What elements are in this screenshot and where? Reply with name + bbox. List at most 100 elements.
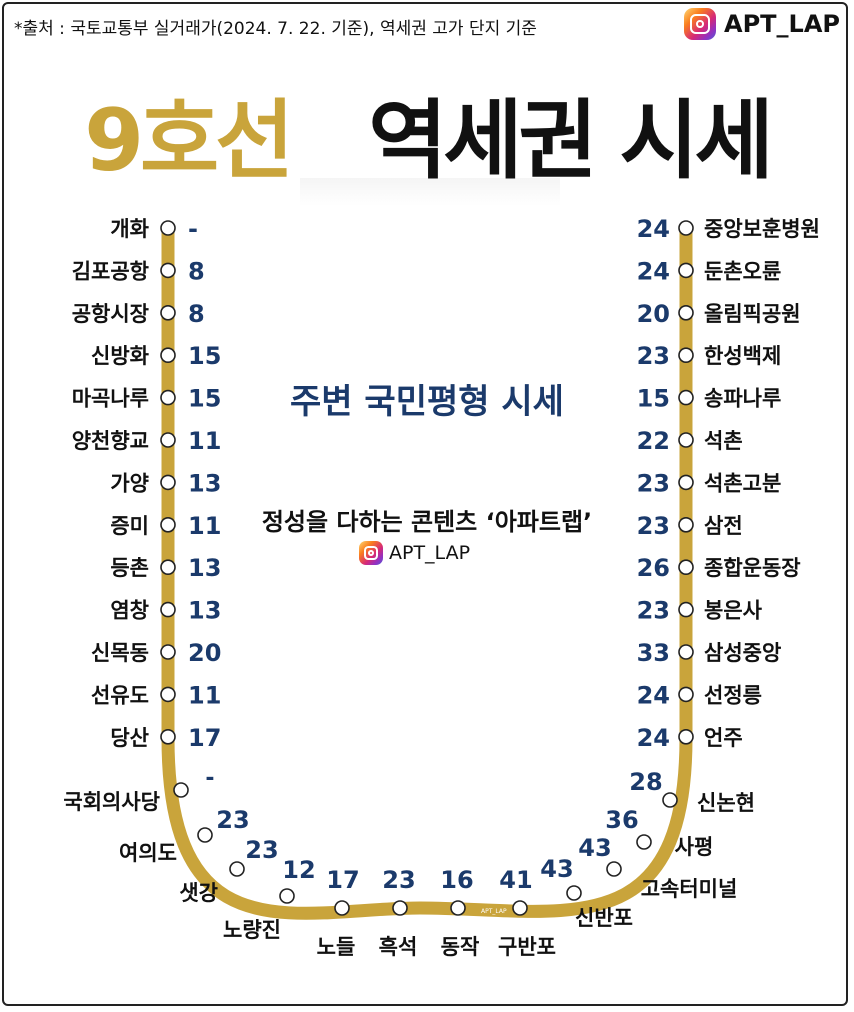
station-price: 8	[188, 300, 205, 328]
station-dot	[678, 347, 694, 364]
station-price: 15	[188, 385, 221, 413]
station-dot	[678, 220, 694, 236]
station-price: 16	[440, 866, 473, 894]
station-name: 노들	[317, 935, 356, 959]
station-price: 11	[188, 427, 221, 455]
station-name: 석촌	[704, 429, 743, 453]
station-price: 33	[637, 639, 670, 667]
station-price: 11	[188, 681, 221, 709]
station-dot	[512, 900, 528, 916]
station-dot	[160, 304, 176, 321]
station-dot	[160, 474, 176, 491]
station-name: 사평	[675, 835, 714, 859]
station-name: 선정릉	[704, 683, 762, 707]
title-rest: 역세권 시세	[368, 91, 774, 191]
source-note: *출처 : 국토교통부 실거래가(2024. 7. 22. 기준), 역세권 고…	[14, 19, 537, 39]
page-title: 9호선 역세권 시세	[0, 70, 854, 195]
station-name: 여의도	[119, 841, 177, 865]
station-dot	[160, 262, 176, 279]
station-name: 샛강	[179, 881, 218, 905]
station-name: 종합운동장	[704, 556, 801, 580]
station-price: 28	[629, 768, 662, 796]
station-price: 13	[188, 554, 221, 582]
station-name: 동작	[441, 935, 480, 959]
station-price: 15	[188, 342, 221, 370]
station-name: 신논현	[697, 791, 755, 815]
station-price: 17	[188, 724, 221, 752]
instagram-icon	[684, 8, 716, 40]
center-subtitle: 정성을 다하는 콘텐츠 ‘아파트랩’	[261, 508, 593, 536]
station-dot	[678, 389, 694, 406]
station-dot	[229, 861, 245, 877]
station-dot	[160, 559, 176, 576]
title-reflection	[300, 178, 560, 206]
station-dot	[279, 888, 295, 904]
station-name: 구반포	[498, 935, 556, 959]
station-name: 양천향교	[72, 429, 149, 453]
title-line-number: 9호선	[84, 91, 294, 191]
station-name: 신목동	[91, 641, 149, 665]
station-dot	[678, 559, 694, 576]
station-price: 43	[540, 855, 573, 883]
station-name: 봉은사	[704, 599, 763, 623]
station-price: 41	[499, 866, 532, 894]
center-brand[interactable]: APT_LAP	[359, 541, 470, 565]
station-price: 23	[245, 836, 278, 864]
station-name: 염창	[110, 599, 149, 623]
station-name: 선유도	[91, 683, 149, 707]
station-dot	[636, 834, 652, 850]
station-price: 11	[188, 512, 221, 540]
station-name: 둔촌오륜	[704, 259, 781, 283]
station-name: 올림픽공원	[704, 302, 801, 326]
station-price: 24	[637, 724, 670, 752]
station-dot	[678, 262, 694, 279]
station-dot	[678, 432, 694, 448]
station-name: 석촌고분	[704, 471, 781, 495]
station-price: 23	[637, 469, 670, 497]
station-price: 17	[326, 866, 359, 894]
station-dot	[392, 900, 408, 916]
station-dot	[678, 516, 694, 533]
station-price: 8	[188, 257, 205, 285]
line-track	[161, 221, 693, 920]
station-price: -	[205, 766, 214, 791]
station-dot	[678, 304, 694, 321]
station-name: 삼전	[704, 514, 743, 538]
station-name: 가양	[110, 471, 149, 495]
station-dot	[662, 792, 678, 808]
station-name: 흑석	[379, 935, 418, 959]
station-dot	[160, 347, 176, 364]
station-name: 당산	[110, 726, 149, 750]
brand-header[interactable]: APT_LAP	[684, 8, 840, 40]
station-price: 23	[382, 866, 415, 894]
station-name: 등촌	[110, 556, 149, 580]
station-dot	[160, 432, 176, 448]
station-name: 신방화	[91, 344, 150, 368]
station-price: 23	[637, 342, 670, 370]
station-name: 송파나루	[704, 387, 781, 411]
station-dot	[160, 644, 176, 660]
station-dot	[678, 686, 694, 703]
station-dot	[450, 900, 466, 916]
station-dot	[678, 474, 694, 491]
track-brand-tag: APT_LAP	[481, 908, 507, 915]
station-dot	[173, 782, 189, 798]
station-dot	[160, 389, 176, 406]
station-name: 언주	[704, 726, 743, 750]
station-dot	[606, 861, 622, 877]
station-price: -	[188, 215, 198, 243]
station-price: 13	[188, 597, 221, 625]
center-title: 주변 국민평형 시세	[290, 382, 564, 422]
station-dot	[678, 601, 694, 618]
station-price: 22	[637, 427, 670, 455]
station-price: 23	[216, 806, 249, 834]
station-name: 공항시장	[72, 302, 149, 326]
station-name: 중앙보훈병원	[704, 217, 820, 241]
station-name: 국회의사당	[63, 790, 160, 814]
station-dot	[197, 827, 213, 843]
station-dot	[160, 516, 176, 533]
station-dot	[566, 885, 582, 901]
station-name: 증미	[110, 514, 149, 538]
station-name: 한성백제	[704, 344, 781, 368]
